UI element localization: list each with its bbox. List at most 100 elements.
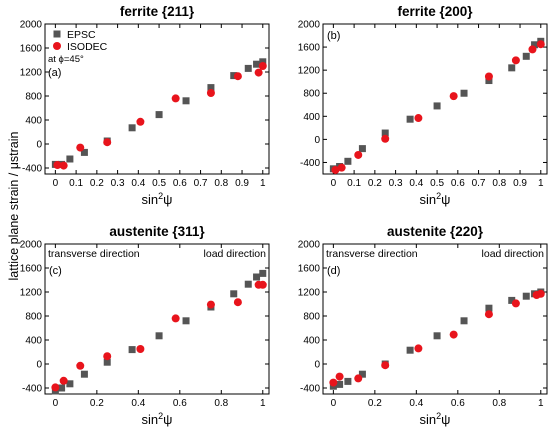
epsc-point (336, 380, 344, 388)
annotation-load: load direction (204, 248, 267, 260)
y-tick-label: 800 (303, 312, 320, 323)
y-tick-label: -400 (22, 384, 42, 395)
epsc-point (344, 377, 352, 385)
legend-note: at ϕ=45° (48, 54, 84, 65)
epsc-point (508, 296, 516, 304)
x-tick-label: 0.8 (214, 178, 228, 189)
epsc-point (244, 64, 252, 72)
x-tick-label: 0.3 (111, 178, 125, 189)
epsc-point (66, 155, 74, 163)
x-tick-label: 1 (538, 398, 544, 409)
x-tick-label: 0.5 (430, 178, 444, 189)
panels-group: ferrite {211} -400 0 400 800 1200 1600 2000 0 0.1… (20, 4, 548, 427)
isodec-point (337, 163, 346, 172)
epsc-point (182, 317, 190, 325)
y-tick-label: 800 (25, 92, 42, 103)
y-tick-label: 1200 (298, 66, 321, 77)
epsc-point (381, 129, 389, 137)
isodec-point (206, 300, 215, 309)
y-tick-label: 800 (25, 312, 42, 323)
isodec-point (354, 374, 363, 383)
isodec-point (354, 150, 363, 159)
y-tick-label: 400 (25, 116, 42, 127)
x-tick-label: 0.4 (131, 398, 145, 409)
annotation-transverse: transverse direction (48, 248, 140, 260)
x-tick-label: 0.6 (173, 178, 187, 189)
x-tick-label: 0.6 (173, 398, 187, 409)
isodec-point (414, 344, 423, 353)
isodec-point (449, 92, 458, 101)
y-tick-label: 400 (25, 336, 42, 347)
isodec-point (335, 372, 344, 381)
epsc-point (531, 41, 539, 49)
isodec-point (233, 72, 242, 81)
annotation-transverse: transverse direction (326, 248, 418, 260)
y-tick-label: 400 (303, 336, 320, 347)
isodec-point (511, 56, 520, 65)
y-tick-label: 1600 (298, 43, 321, 54)
epsc-point (244, 280, 252, 288)
y-tick-label: 1200 (20, 288, 43, 299)
y-tick-label: 0 (314, 360, 320, 371)
epsc-point (66, 380, 74, 388)
x-tick-label: 0 (53, 398, 59, 409)
isodec-point (536, 40, 545, 49)
chart-title: austenite {311} (109, 224, 205, 239)
panel-label: (b) (327, 30, 340, 42)
x-tick-label: 0.1 (69, 178, 83, 189)
x-tick-label: 0.1 (347, 178, 361, 189)
y-tick-label: 1200 (298, 288, 321, 299)
plot-frame (44, 243, 270, 395)
isodec-point (381, 361, 390, 370)
epsc-point (155, 332, 163, 340)
isodec-point (136, 117, 145, 126)
isodec-point (258, 280, 267, 289)
isodec-point (76, 143, 85, 152)
y-tick-label: 2000 (298, 240, 321, 251)
legend-label: ISODEC (67, 41, 108, 53)
x-tick-label: 0 (331, 178, 337, 189)
epsc-point (344, 157, 352, 165)
isodec-point (414, 114, 423, 123)
chart-panel-3: austenite {311} -400 0 400 800 1200 1600 2000 0 0… (20, 224, 270, 427)
epsc-point (522, 52, 530, 60)
panel-label: (c) (49, 265, 62, 277)
legend-label: EPSC (67, 29, 96, 41)
isodec-point (103, 352, 112, 361)
isodec-point (381, 134, 390, 143)
isodec-point (449, 330, 458, 339)
epsc-point (80, 370, 88, 378)
isodec-point (331, 165, 340, 174)
y-tick-label: 800 (303, 89, 320, 100)
isodec-point (53, 161, 62, 169)
y-tick-label: -400 (300, 158, 320, 169)
isodec-point (76, 361, 85, 370)
epsc-point (182, 97, 190, 105)
y-tick-label: 1600 (20, 264, 43, 275)
x-tick-label: 0.8 (214, 398, 228, 409)
isodec-point (511, 299, 520, 308)
epsc-point (253, 60, 261, 68)
y-tick-label: 1600 (20, 44, 43, 55)
x-axis-label: sin2ψ (420, 411, 451, 427)
x-tick-label: 0 (53, 178, 59, 189)
plot-frame (44, 23, 270, 175)
epsc-point (460, 89, 468, 97)
x-tick-label: 0.6 (451, 178, 465, 189)
x-tick-label: 0 (331, 398, 337, 409)
x-tick-label: 0.7 (194, 178, 208, 189)
chart-panel-2: ferrite {200} -400 0 400 800 1200 1600 2000 0 0.1… (298, 4, 548, 207)
chart-title: austenite {220} (387, 224, 484, 239)
epsc-point (508, 64, 516, 72)
epsc-point (128, 346, 136, 354)
x-tick-label: 1 (260, 178, 266, 189)
x-axis-label: sin2ψ (142, 191, 173, 207)
epsc-point (433, 102, 441, 110)
epsc-point (406, 346, 414, 354)
epsc-point (128, 124, 136, 132)
x-tick-label: 0.8 (492, 398, 506, 409)
x-tick-label: 0.3 (389, 178, 403, 189)
x-tick-label: 0.2 (90, 398, 104, 409)
epsc-point (103, 358, 111, 366)
x-tick-label: 0.7 (472, 178, 486, 189)
